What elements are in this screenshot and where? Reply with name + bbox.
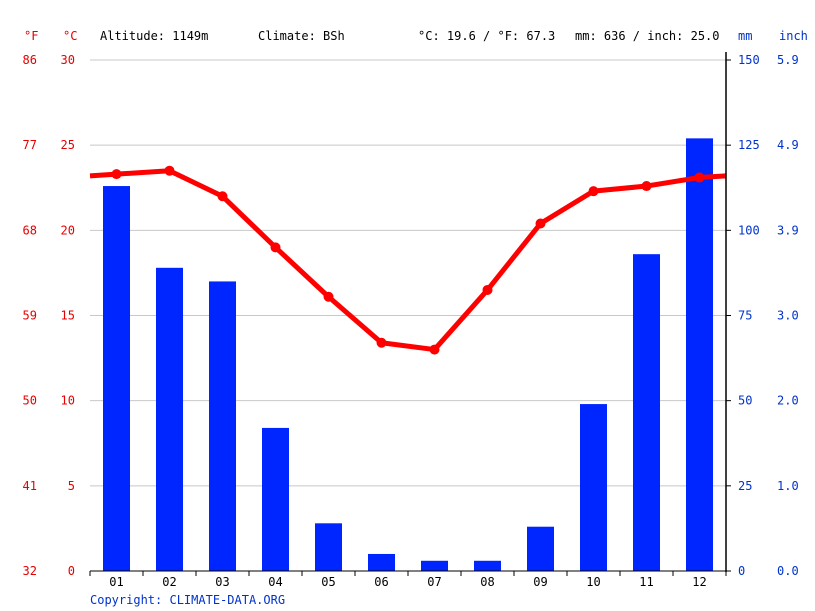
tick-labels: 86 30 150 5.977 25 125 4.968 20 100 3.959 15 75 3.05… — [23, 53, 799, 589]
inch-tick-label: 5.9 — [777, 53, 799, 67]
temperature-point — [482, 284, 493, 295]
inch-tick-label: 2.0 — [777, 394, 799, 408]
temperature-point — [535, 218, 546, 229]
precipitation-bar — [474, 560, 501, 571]
inch-tick-label: 0.0 — [777, 564, 799, 578]
inch-tick-label: 3.0 — [777, 309, 799, 323]
month-tick-label: 07 — [427, 575, 441, 589]
gridlines — [90, 59, 726, 487]
precipitation-bar — [368, 553, 395, 571]
mm-tick-label: 100 — [738, 223, 760, 237]
temperature-point — [164, 165, 175, 176]
mm-tick-label: 50 — [738, 394, 752, 408]
month-tick-label: 11 — [639, 575, 653, 589]
precipitation-bar — [633, 254, 660, 571]
mm-unit-label: mm — [738, 29, 752, 43]
precipitation-bar — [686, 138, 713, 571]
precipitation-average-label: mm: 636 / inch: 25.0 — [575, 29, 720, 43]
celsius-tick-label: 15 — [61, 309, 75, 323]
precipitation-bar — [103, 186, 130, 571]
celsius-unit-label: °C — [63, 29, 77, 43]
celsius-tick-label: 20 — [61, 223, 75, 237]
mm-tick-label: 125 — [738, 138, 760, 152]
month-tick-label: 10 — [586, 575, 600, 589]
fahrenheit-tick-label: 41 — [23, 479, 37, 493]
temperature-point — [376, 337, 387, 348]
fahrenheit-unit-label: °F — [24, 29, 38, 43]
precipitation-bar — [580, 404, 607, 571]
mm-tick-label: 25 — [738, 479, 752, 493]
copyright-text: Copyright: CLIMATE-DATA.ORG — [90, 593, 285, 607]
axes — [89, 52, 731, 576]
precipitation-bar — [421, 560, 448, 571]
month-tick-label: 05 — [321, 575, 335, 589]
celsius-tick-label: 30 — [61, 53, 75, 67]
inch-unit-label: inch — [779, 29, 808, 43]
celsius-tick-label: 10 — [61, 394, 75, 408]
temperature-point — [588, 186, 599, 197]
mm-tick-label: 0 — [738, 564, 745, 578]
temperature-point — [694, 172, 705, 183]
temperature-point — [429, 344, 440, 355]
precipitation-bar — [315, 523, 342, 571]
month-tick-label: 06 — [374, 575, 388, 589]
month-tick-label: 04 — [268, 575, 282, 589]
month-tick-label: 12 — [692, 575, 706, 589]
inch-tick-label: 4.9 — [777, 138, 799, 152]
fahrenheit-tick-label: 68 — [23, 223, 37, 237]
fahrenheit-tick-label: 86 — [23, 53, 37, 67]
temperature-point — [111, 169, 122, 180]
month-tick-label: 03 — [215, 575, 229, 589]
inch-tick-label: 1.0 — [777, 479, 799, 493]
month-tick-label: 08 — [480, 575, 494, 589]
precipitation-bar — [209, 281, 236, 571]
altitude-label: Altitude: 1149m — [100, 29, 208, 43]
month-tick-label: 02 — [162, 575, 176, 589]
precipitation-bar — [156, 267, 183, 571]
temperature-point — [641, 181, 652, 192]
temperature-point — [323, 291, 334, 302]
celsius-tick-label: 25 — [61, 138, 75, 152]
temperature-line — [89, 168, 727, 353]
celsius-tick-label: 5 — [68, 479, 75, 493]
fahrenheit-tick-label: 59 — [23, 309, 37, 323]
temperature-point — [270, 242, 281, 253]
precipitation-bars — [103, 138, 713, 571]
climate-label: Climate: BSh — [258, 29, 345, 43]
mm-tick-label: 150 — [738, 53, 760, 67]
mm-tick-label: 75 — [738, 309, 752, 323]
fahrenheit-tick-label: 77 — [23, 138, 37, 152]
temperature-line-group — [89, 165, 727, 355]
precipitation-bar — [262, 427, 289, 571]
fahrenheit-tick-label: 32 — [23, 564, 37, 578]
month-tick-label: 09 — [533, 575, 547, 589]
month-tick-label: 01 — [109, 575, 123, 589]
temperature-average-label: °C: 19.6 / °F: 67.3 — [418, 29, 555, 43]
celsius-tick-label: 0 — [68, 564, 75, 578]
temperature-point — [217, 191, 228, 202]
inch-tick-label: 3.9 — [777, 223, 799, 237]
precipitation-bar — [527, 526, 554, 571]
fahrenheit-tick-label: 50 — [23, 394, 37, 408]
